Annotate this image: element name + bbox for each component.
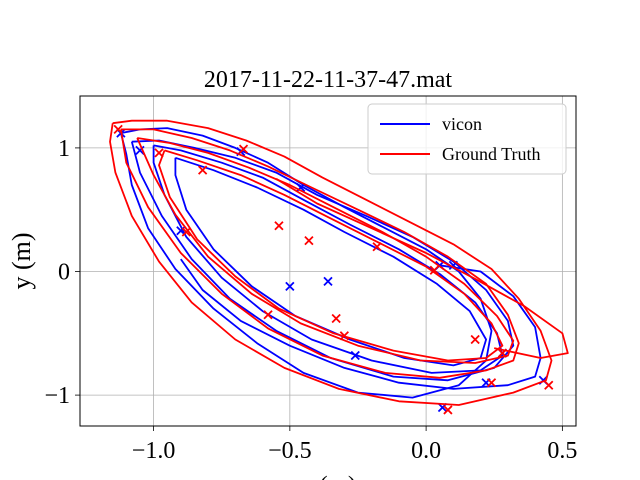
series-1-marker-7 xyxy=(429,265,439,275)
series-1-marker-8 xyxy=(331,313,341,324)
series-1-marker-14 xyxy=(544,380,554,390)
series-1-marker-16 xyxy=(181,227,191,237)
legend-label-1: Ground Truth xyxy=(442,144,541,164)
series-1-line-0 xyxy=(109,119,553,406)
series-0-marker-13 xyxy=(135,145,145,156)
series-1-marker-12 xyxy=(486,378,497,388)
series-1-marker-11 xyxy=(470,334,480,345)
series-1-line-4 xyxy=(275,178,569,359)
series-1-marker-0 xyxy=(113,124,123,135)
ticks: −1.0 −0.5 0.0 0.5 −1 0 1 xyxy=(44,136,577,464)
legend-box xyxy=(367,103,567,175)
series-0-marker-3 xyxy=(323,276,333,287)
legend-label-0: vicon xyxy=(442,114,482,134)
y-tick-label-1: 0 xyxy=(58,260,70,286)
series-1-marker-2 xyxy=(198,165,208,175)
series-1 xyxy=(109,119,569,415)
y-axis-label: y (m) xyxy=(7,232,36,289)
series-1-line-3 xyxy=(158,149,504,362)
chart-title: 2017-11-22-11-37-47.mat xyxy=(204,67,453,93)
series-1-marker-15 xyxy=(497,348,508,358)
x-tick-label-0: −1.0 xyxy=(132,438,176,464)
series-1-marker-3 xyxy=(238,144,249,154)
series-0-line-0 xyxy=(120,127,493,399)
x-tick-label-2: 0.0 xyxy=(411,438,441,464)
series-1-marker-5 xyxy=(304,235,314,246)
y-tick-label-2: 1 xyxy=(58,136,70,162)
x-tick-label-3: 0.5 xyxy=(547,438,577,464)
series-1-line-2 xyxy=(136,137,515,364)
series-0-line-2 xyxy=(152,144,504,374)
series-1-marker-1 xyxy=(154,148,164,158)
plot-area xyxy=(109,119,569,415)
series-1-marker-10 xyxy=(263,310,273,320)
series-1-marker-13 xyxy=(443,405,453,415)
x-axis-label: x (m) xyxy=(299,471,356,480)
series-0-marker-4 xyxy=(285,281,295,291)
legend: vicon Ground Truth xyxy=(367,103,567,175)
series-0-marker-5 xyxy=(350,350,360,361)
series-1-marker-6 xyxy=(372,242,382,252)
series-0-line-1 xyxy=(130,139,515,382)
series-1-line-1 xyxy=(120,128,520,379)
x-tick-label-1: −0.5 xyxy=(268,438,312,464)
series-1-marker-9 xyxy=(339,331,349,341)
series-1-marker-4 xyxy=(274,221,284,231)
plot-frame xyxy=(79,95,577,427)
y-tick-label-0: −1 xyxy=(44,383,70,409)
